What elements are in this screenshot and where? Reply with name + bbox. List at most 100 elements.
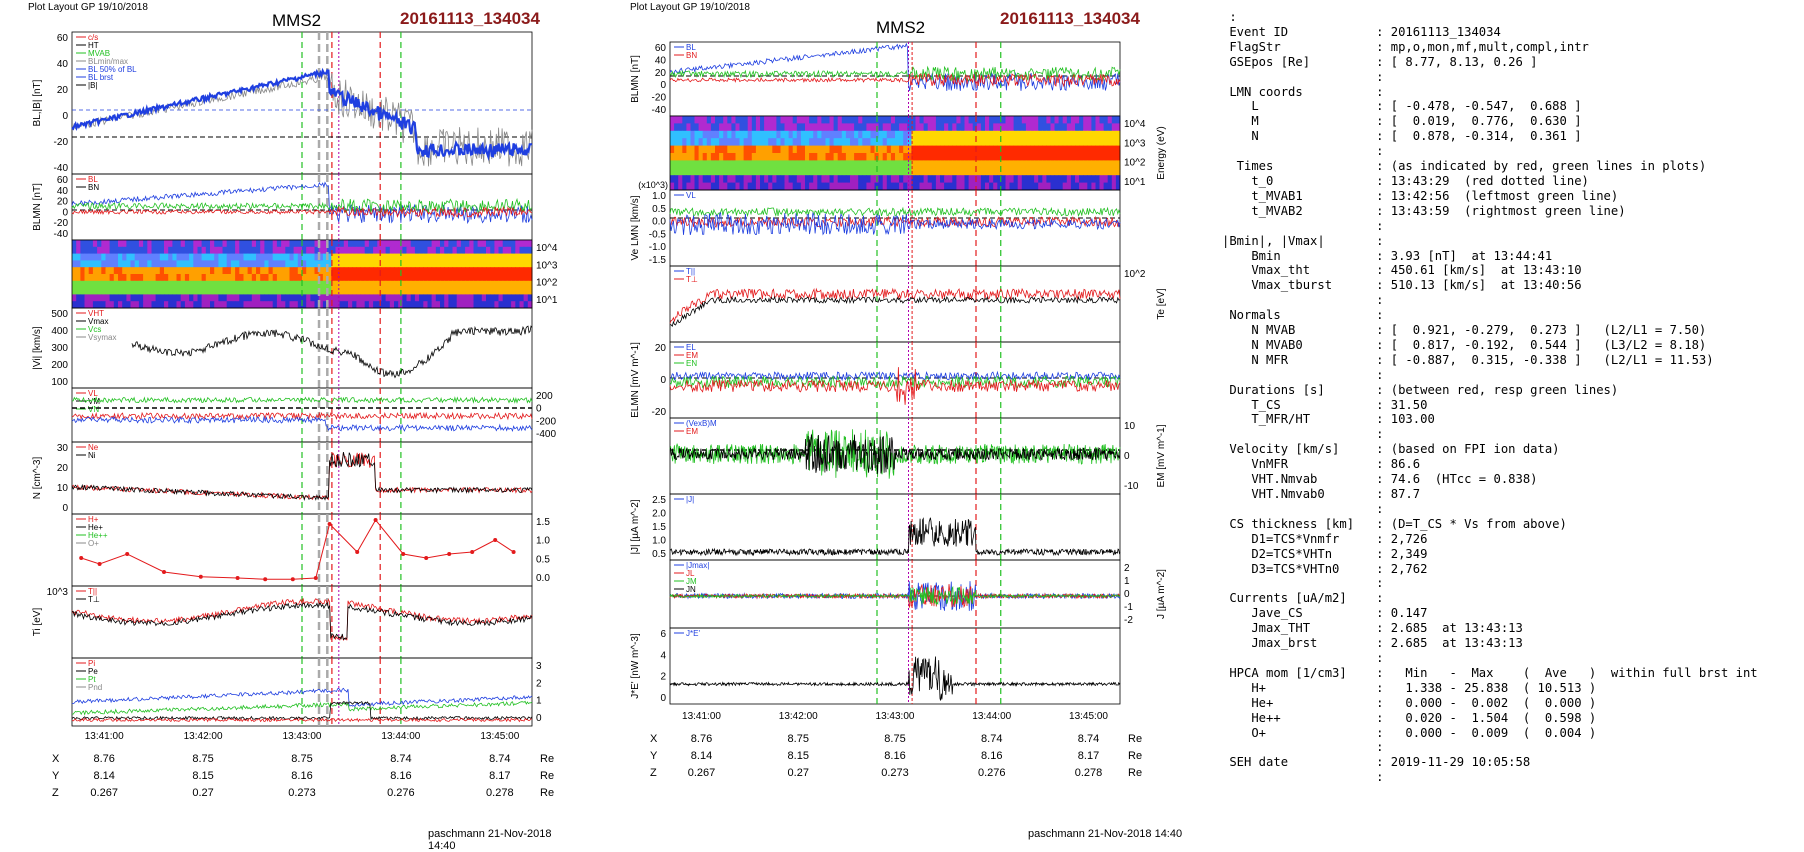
tick-label: -0.5: [649, 229, 667, 240]
spectrogram-cell: [289, 287, 295, 295]
spectrogram-cell: [92, 240, 98, 248]
spectrogram-cell: [168, 267, 173, 275]
spectrogram-cell: [230, 294, 236, 302]
spectrogram-cell: [515, 280, 520, 289]
spectrogram-cell: [297, 294, 303, 302]
spectrogram-cell: [1075, 153, 1080, 161]
spectrogram-cell: [498, 287, 504, 295]
coord-value: 8.14: [691, 750, 712, 762]
spectrogram-cell: [247, 287, 253, 295]
spectrogram-cell: [809, 138, 814, 147]
spectrogram-cell: [715, 138, 720, 147]
spectrogram-cell: [678, 167, 683, 176]
spectrogram-cell: [97, 260, 102, 268]
spectrogram-cell: [285, 253, 290, 261]
spectrogram-cell: [1079, 130, 1084, 139]
spectrogram-cell: [84, 246, 90, 255]
right-plot-header: Plot Layout GP 19/10/2018: [630, 2, 750, 13]
spectrogram-cell: [297, 240, 303, 248]
spectrogram-cell: [968, 145, 974, 154]
tick-label: 2: [536, 678, 542, 689]
spectrogram-cell: [935, 153, 941, 161]
spectrogram-cell: [821, 130, 826, 139]
spectrogram-cell: [895, 153, 900, 161]
spectrogram-cell: [138, 287, 144, 295]
spectrogram-cell: [506, 253, 512, 261]
spectrogram-cell: [850, 182, 855, 191]
spectrogram-cell: [948, 123, 953, 132]
spectrogram-cell: [956, 153, 961, 161]
spectrogram-cell: [792, 160, 798, 169]
spectrogram-cell: [1025, 138, 1031, 147]
spectrogram-cell: [247, 280, 253, 289]
spectrogram-cell: [264, 287, 270, 295]
legend-entry: T⊥: [88, 595, 100, 604]
spectrogram-cell: [825, 116, 831, 124]
spectrogram-cell: [414, 287, 420, 295]
tick-label: -1.5: [649, 255, 667, 266]
spectrogram-cell: [92, 294, 98, 302]
spectrogram-cell: [923, 160, 929, 169]
spectrogram-cell: [339, 246, 345, 255]
spectrogram-cell: [874, 130, 880, 139]
coord-value: 8.16: [390, 770, 411, 782]
spectrogram-cell: [780, 116, 786, 124]
spectrogram-cell: [805, 175, 810, 184]
spectrogram-cell: [1005, 182, 1011, 191]
spectrogram-cell: [854, 182, 859, 191]
spectrogram-cell: [1017, 160, 1023, 169]
spectrogram-cell: [1070, 138, 1076, 147]
spectrogram-cell: [176, 240, 182, 248]
spectrogram-cell: [226, 274, 232, 282]
spectrogram-cell: [1034, 160, 1039, 169]
spectrogram-cell: [1009, 182, 1015, 191]
spectrogram-cell: [809, 116, 814, 124]
spectrogram-cell: [1005, 123, 1011, 132]
spectrogram-cell: [760, 145, 765, 154]
spectrogram-cell: [205, 287, 211, 295]
spectrogram-cell: [731, 138, 736, 147]
spectrogram-cell: [448, 274, 454, 282]
spectrogram-cell: [919, 123, 925, 132]
spectrogram-cell: [960, 175, 966, 184]
spectrogram-cell: [444, 301, 449, 309]
spectrogram-cell: [348, 240, 353, 248]
spectrogram-cell: [239, 301, 244, 309]
tick-label: 1.0: [652, 191, 666, 202]
spectrogram-cell: [302, 280, 307, 289]
spectrogram-cell: [452, 280, 458, 289]
spectrogram-cell: [293, 246, 299, 255]
spectrogram-cell: [373, 294, 378, 302]
legend-entry: BL 50% of BL: [88, 65, 137, 74]
spectrogram-cell: [105, 287, 111, 295]
spectrogram-cell: [448, 287, 454, 295]
spectrogram-cell: [702, 167, 708, 176]
spectrogram-cell: [1058, 138, 1064, 147]
spectrogram-cell: [519, 301, 525, 309]
spectrogram-cell: [201, 260, 207, 268]
spectrogram-cell: [1095, 123, 1101, 132]
spectrogram-cell: [1021, 175, 1027, 184]
info-line: N MFR : [ -0.887, 0.315, -0.338 ] (L2/L1…: [1222, 352, 1714, 367]
spectrogram-cell: [368, 260, 374, 268]
spectrogram-cell: [972, 145, 978, 154]
spectrogram-cell: [519, 253, 525, 261]
spectrogram-cell: [452, 246, 458, 255]
spectrogram-cell: [92, 274, 98, 282]
spectrogram-cell: [997, 130, 1002, 139]
info-line: N : [ 0.878, -0.314, 0.361 ]: [1222, 129, 1582, 144]
spectrogram-cell: [723, 175, 728, 184]
spectrogram-cell: [788, 116, 794, 124]
spectrogram-cell: [1079, 167, 1084, 176]
spectrogram-cell: [923, 138, 929, 147]
spectrogram-cell: [825, 123, 831, 132]
spectrogram-cell: [755, 123, 761, 132]
spectrogram-cell: [686, 116, 691, 124]
spectrogram-cell: [189, 280, 194, 289]
spectrogram-cell: [197, 280, 203, 289]
spectrogram-cell: [927, 145, 933, 154]
spectrogram-cell: [678, 153, 683, 161]
spectrogram-cell: [878, 145, 884, 154]
spectrogram-cell: [189, 246, 194, 255]
series-line: [669, 72, 1121, 88]
